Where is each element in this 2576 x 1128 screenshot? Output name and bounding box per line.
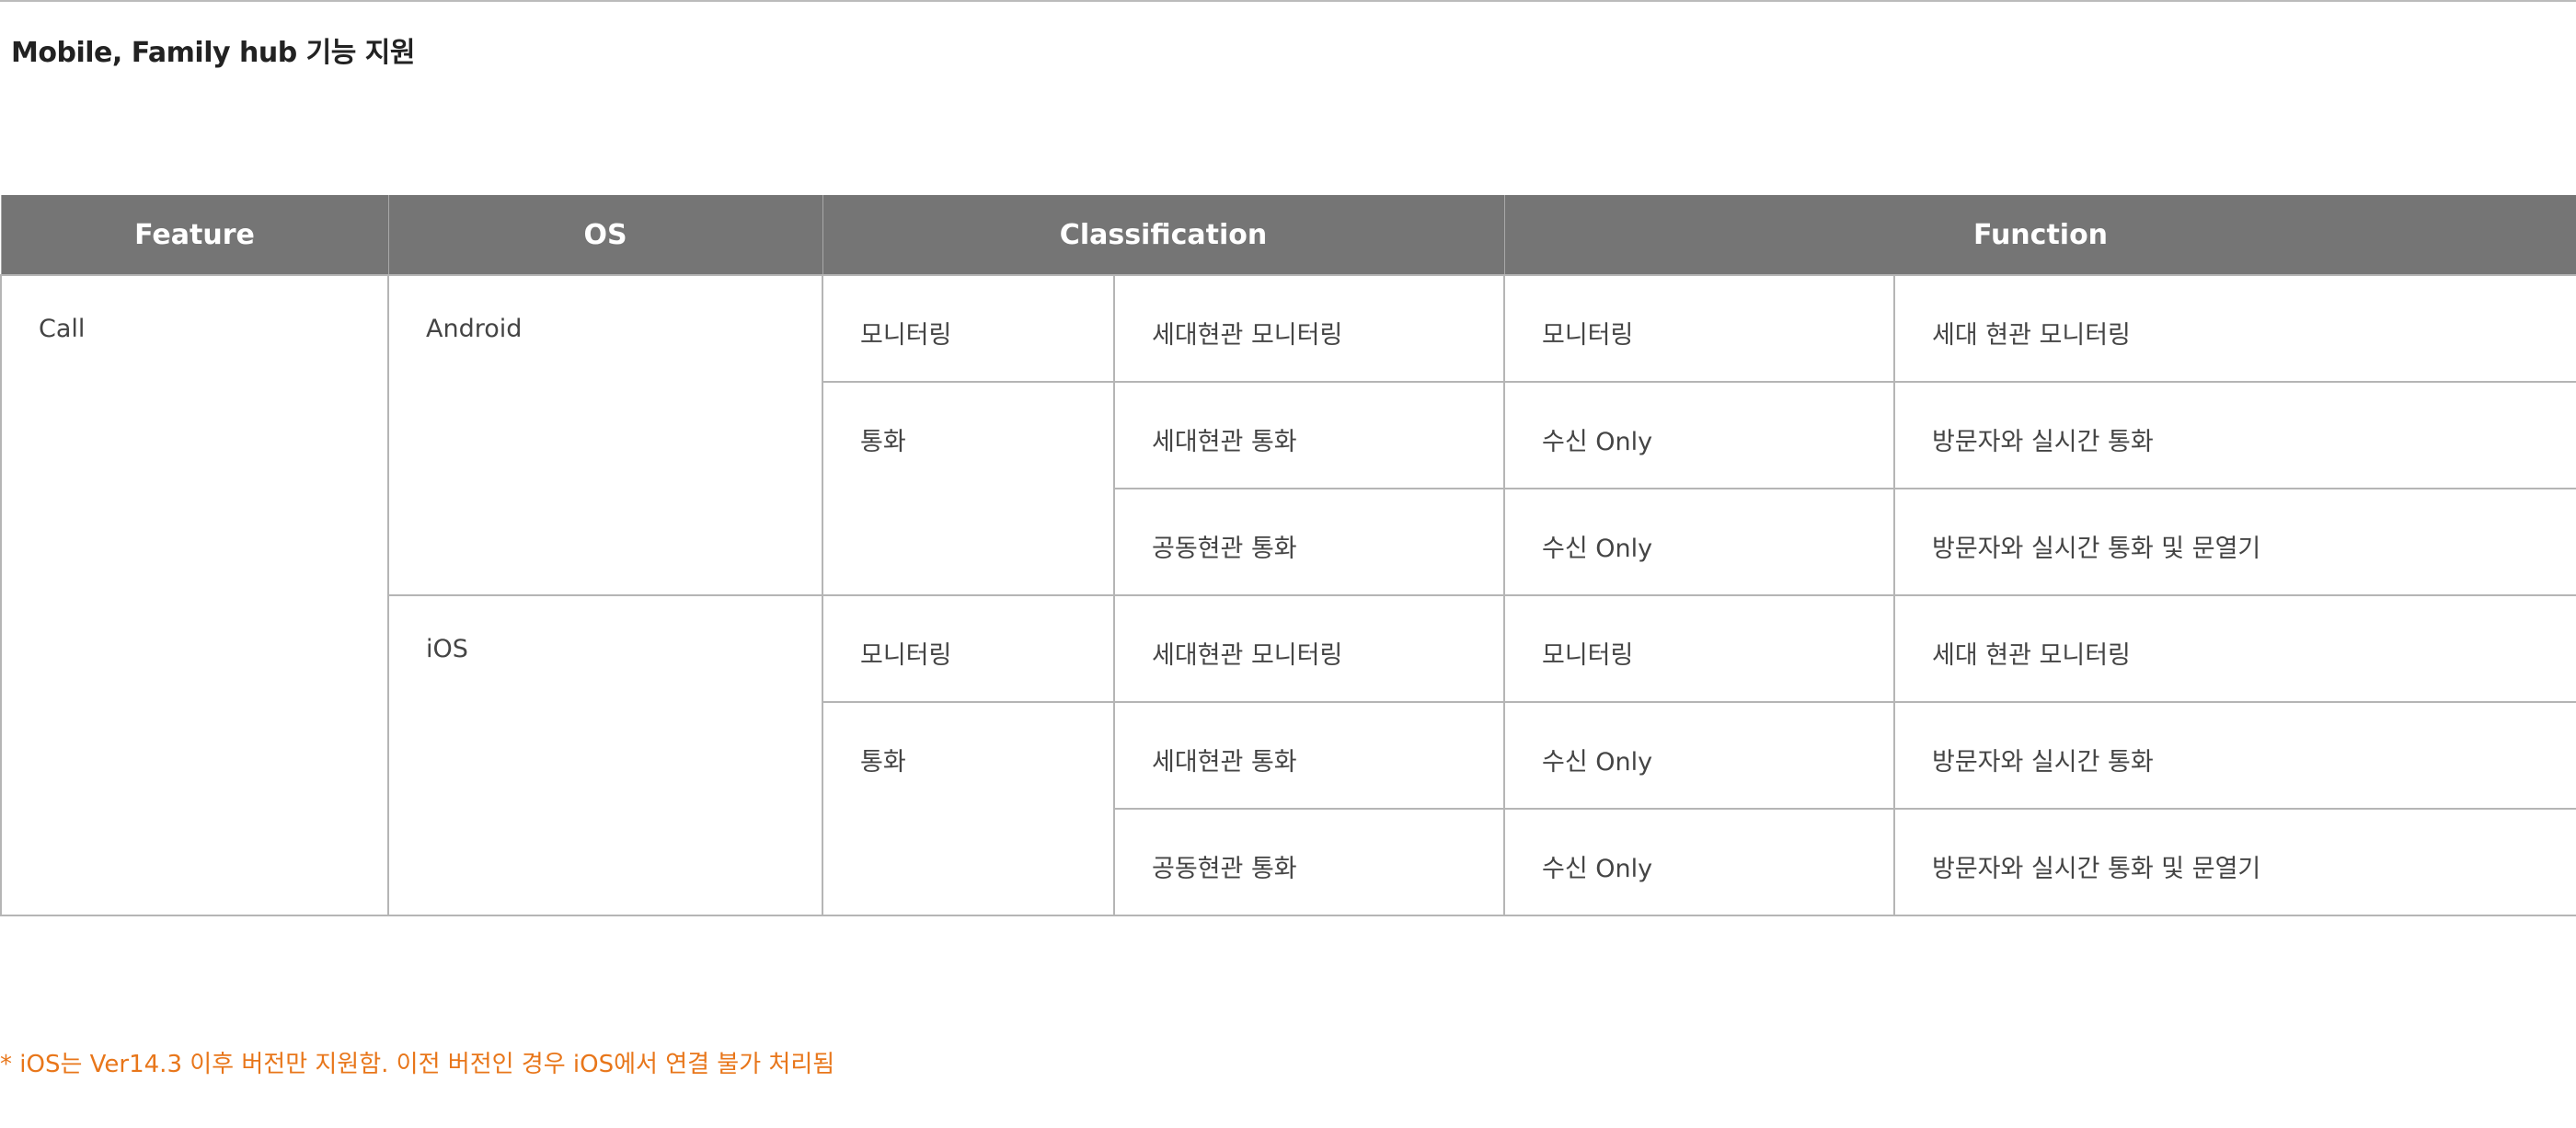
class2-cell: 공동현관 통화: [1113, 808, 1505, 916]
func2-cell: 세대 현관 모니터링: [1893, 274, 2576, 383]
header-feature: Feature: [0, 195, 389, 275]
class1-cell: 통화: [822, 701, 1115, 916]
table-row: 공동현관 통화 수신 Only 방문자와 실시간 통화 및 문열기: [1, 808, 2576, 916]
func1-cell: 수신 Only: [1503, 381, 1895, 489]
class1-cell: 통화: [822, 381, 1115, 596]
table-row: 통화 세대현관 통화 수신 Only 방문자와 실시간 통화: [1, 701, 2576, 916]
class1-cell: 모니터링: [822, 274, 1115, 383]
class2-cell: 세대현관 통화: [1113, 701, 1505, 810]
class1-cell: 모니터링: [822, 594, 1115, 703]
class2-cell: 세대현관 모니터링: [1113, 594, 1505, 703]
table-row: 통화 세대현관 통화 수신 Only 방문자와 실시간 통화: [1, 381, 2576, 596]
class2-cell: 세대현관 모니터링: [1113, 274, 1505, 383]
func1-cell: 모니터링: [1503, 274, 1895, 383]
footnote: * iOS는 Ver14.3 이후 버전만 지원함. 이전 버전인 경우 iOS…: [0, 1051, 835, 1078]
section-title: Mobile, Family hub 기능 지원: [11, 37, 415, 69]
func2-cell: 방문자와 실시간 통화 및 문열기: [1893, 488, 2576, 596]
func2-cell: 방문자와 실시간 통화: [1893, 701, 2576, 810]
func2-cell: 세대 현관 모니터링: [1893, 594, 2576, 703]
func1-cell: 수신 Only: [1503, 701, 1895, 810]
feature-cell: Call: [0, 274, 389, 916]
feature-support-table: Feature OS Classification Function Call …: [0, 195, 2576, 916]
header-classification: Classification: [822, 195, 1505, 275]
table-row: iOS 모니터링 세대현관 모니터링 모니터링 세대 현관 모니터링: [1, 594, 2576, 916]
header-function: Function: [1503, 195, 2576, 275]
header-os: OS: [387, 195, 823, 275]
os-cell-ios: iOS: [387, 594, 823, 916]
func1-cell: 수신 Only: [1503, 808, 1895, 916]
table-row: 공동현관 통화 수신 Only 방문자와 실시간 통화 및 문열기: [1, 488, 2576, 596]
os-cell-android: Android: [387, 274, 823, 596]
table-header-row: Feature OS Classification Function: [0, 195, 2576, 275]
class2-cell: 공동현관 통화: [1113, 488, 1505, 596]
func1-cell: 수신 Only: [1503, 488, 1895, 596]
func2-cell: 방문자와 실시간 통화: [1893, 381, 2576, 489]
func1-cell: 모니터링: [1503, 594, 1895, 703]
func2-cell: 방문자와 실시간 통화 및 문열기: [1893, 808, 2576, 916]
class2-cell: 세대현관 통화: [1113, 381, 1505, 489]
table-row: Call Android 모니터링 세대현관 모니터링 모니터링 세대 현관 모…: [0, 274, 2576, 916]
